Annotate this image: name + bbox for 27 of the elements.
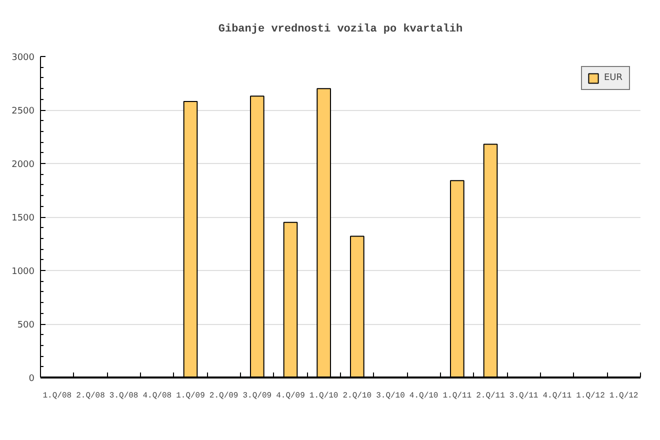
x-tick-label: 3.Q/08 (109, 392, 138, 400)
x-tick-label: 2.Q/09 (209, 392, 238, 400)
chart-title: Gibanje vrednosti vozila po kvartalih (218, 24, 463, 36)
x-tick-label: 3.Q/09 (242, 392, 272, 400)
x-tick-label: 1.Q/09 (176, 392, 206, 400)
x-tick-label: 1.Q/11 (442, 392, 472, 400)
x-tick-label: 3.Q/10 (376, 392, 406, 400)
x-tick-label: 1.Q/12 (576, 392, 606, 400)
x-tick-label: 2.Q/11 (476, 392, 506, 400)
x-tick-label: 2.Q/10 (342, 392, 372, 400)
x-tick-label: 4.Q/11 (542, 392, 572, 400)
x-tick-label: 4.Q/10 (409, 392, 438, 400)
y-tick-label: 0 (28, 374, 35, 384)
x-tick-label: 1.Q/12 (609, 392, 638, 400)
y-tick-label: 2500 (12, 106, 35, 116)
y-tick-label: 1000 (12, 267, 35, 277)
x-tick-label: 4.Q/08 (142, 392, 172, 400)
x-tick-label: 2.Q/08 (76, 392, 106, 400)
x-tick-label: 1.Q/08 (42, 392, 72, 400)
legend-label: EUR (604, 73, 624, 83)
y-tick-label: 2000 (12, 160, 35, 170)
y-tick-label: 1500 (12, 214, 35, 224)
x-tick-label: 1.Q/10 (309, 392, 338, 400)
x-tick-label: 4.Q/09 (276, 392, 306, 400)
x-tick-label: 3.Q/11 (509, 392, 538, 400)
y-tick-label: 3000 (12, 53, 35, 63)
y-tick-label: 500 (17, 320, 35, 330)
